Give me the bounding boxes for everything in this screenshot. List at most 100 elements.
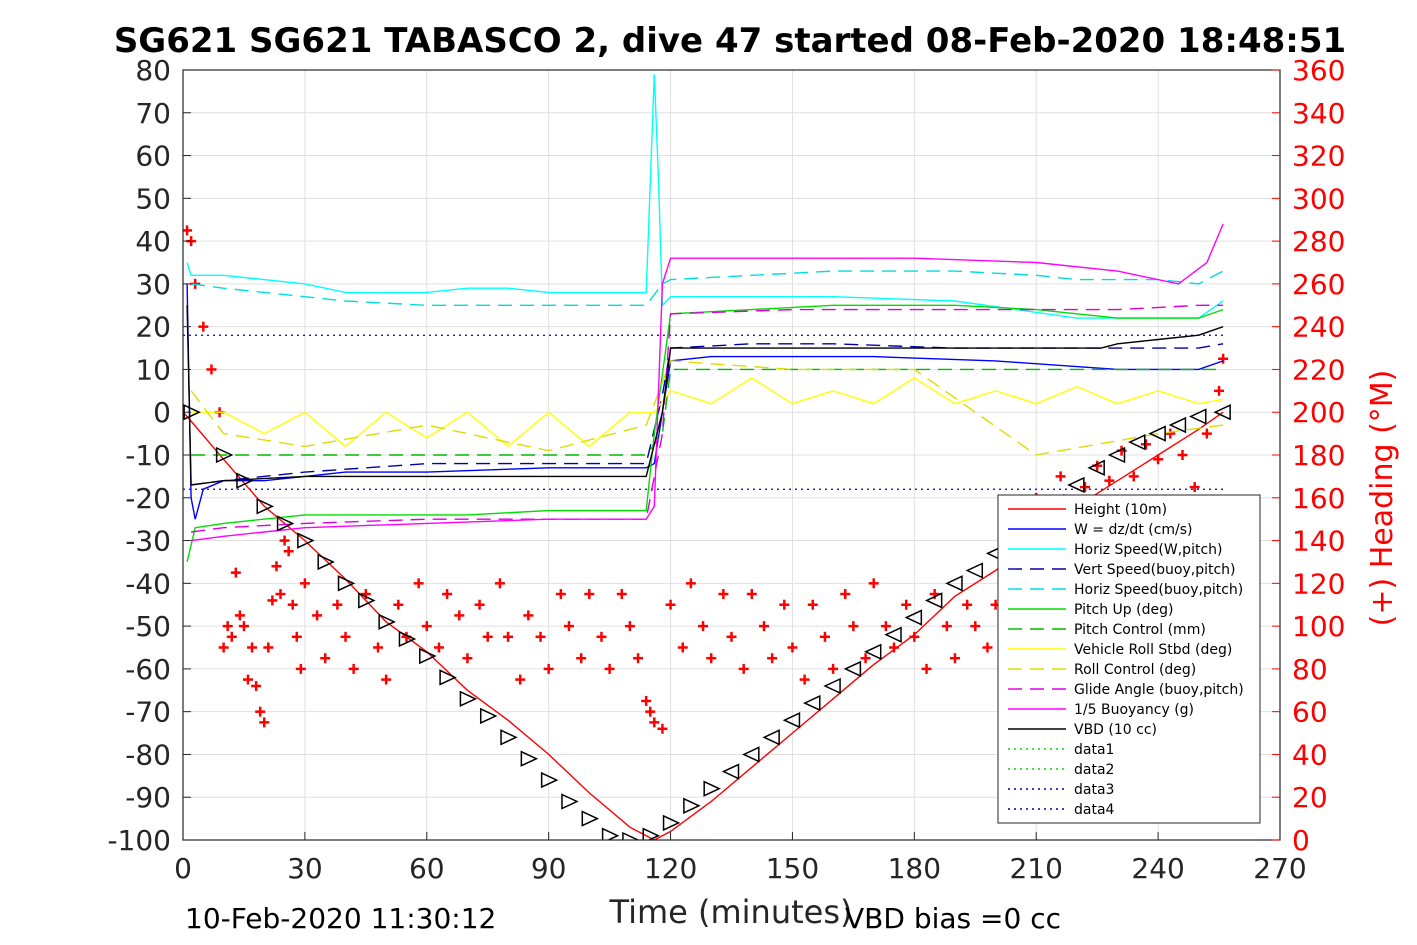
depth-marker	[802, 694, 821, 712]
heading-marker	[746, 589, 757, 600]
y-right-tick-label: 260	[1292, 268, 1345, 301]
heading-marker	[413, 578, 424, 589]
heading-marker	[604, 663, 615, 674]
y-right-tick-label: 200	[1292, 396, 1345, 429]
y-right-tick-label: 300	[1292, 182, 1345, 215]
legend-entry: VBD (10 cc)	[1074, 722, 1157, 738]
x-tick-label: 270	[1253, 852, 1306, 885]
heading-marker	[576, 653, 587, 664]
x-tick-label: 30	[287, 852, 323, 885]
depth-marker	[823, 677, 841, 695]
depth-marker	[601, 827, 620, 840]
legend-entry: data4	[1074, 802, 1115, 818]
legend-entry: Horiz Speed(buoy,pitch)	[1074, 582, 1243, 598]
depth-marker	[439, 669, 457, 686]
legend-entry: Pitch Up (deg)	[1074, 602, 1173, 618]
right-axis-label: (+) Heading (°M)	[1365, 370, 1400, 627]
y-tick-label: 10	[135, 353, 171, 386]
heading-marker	[1055, 471, 1066, 482]
heading-marker	[515, 674, 526, 685]
x-tick-label: 240	[1131, 852, 1184, 885]
heading-marker	[373, 642, 384, 653]
depth-marker	[742, 746, 760, 763]
heading-marker	[840, 589, 851, 600]
heading-marker	[787, 642, 798, 653]
legend-entry: W = dz/dt (cm/s)	[1074, 522, 1193, 538]
heading-marker	[381, 674, 392, 685]
heading-marker	[454, 610, 465, 621]
heading-marker	[649, 717, 660, 728]
heading-marker	[868, 578, 879, 589]
depth-marker	[215, 446, 234, 464]
depth-marker	[762, 729, 780, 746]
y-right-tick-label: 220	[1292, 353, 1345, 386]
y-right-tick-label: 240	[1292, 311, 1345, 344]
depth-marker	[276, 515, 295, 532]
series-1-5-buoyancy-g-	[191, 223, 1224, 542]
depth-marker	[782, 712, 801, 729]
footer-vbd-bias: VBD bias =0 cc	[845, 902, 1061, 935]
depth-marker	[378, 613, 396, 631]
series-vbd-10-cc-	[186, 305, 1224, 486]
y-tick-label: -20	[125, 482, 171, 515]
heading-marker	[698, 621, 709, 632]
depth-marker	[1067, 476, 1085, 494]
heading-marker	[295, 663, 306, 674]
y-tick-label: -70	[125, 696, 171, 729]
depth-marker	[317, 553, 335, 571]
heading-marker	[238, 621, 249, 632]
heading-marker	[1201, 428, 1212, 439]
heading-marker	[299, 578, 310, 589]
heading-marker	[901, 599, 912, 610]
depth-marker	[500, 729, 518, 746]
heading-marker	[462, 653, 473, 664]
heading-marker	[183, 225, 193, 236]
x-tick-label: 150	[766, 852, 819, 885]
heading-marker	[807, 599, 818, 610]
y-tick-label: -100	[107, 824, 171, 857]
heading-marker	[982, 642, 993, 653]
plot-series	[183, 74, 1231, 840]
depth-marker	[256, 498, 275, 515]
x-tick-label: 0	[174, 852, 192, 885]
series-horiz-speed-buoy-pitch-	[191, 270, 1224, 306]
legend-entry: data2	[1074, 762, 1114, 778]
heading-marker	[880, 621, 891, 632]
heading-marker	[596, 631, 607, 642]
heading-marker	[393, 599, 404, 610]
y-tick-label: -50	[125, 610, 171, 643]
x-tick-label: 210	[1009, 852, 1062, 885]
heading-marker	[641, 695, 652, 706]
y-tick-label: 60	[135, 140, 171, 173]
heading-marker	[1189, 482, 1200, 493]
depth-marker	[297, 532, 315, 549]
heading-marker	[247, 642, 258, 653]
depth-marker	[642, 827, 661, 840]
legend-entry: Vehicle Roll Stbd (deg)	[1074, 642, 1232, 658]
depth-marker	[1107, 446, 1126, 464]
legend-entry: Glide Angle (buoy,pitch)	[1074, 682, 1244, 698]
heading-marker	[738, 663, 749, 674]
heading-marker	[657, 723, 668, 734]
y-tick-label: 20	[135, 311, 171, 344]
depth-marker	[581, 810, 600, 827]
heading-marker	[442, 589, 453, 600]
heading-marker	[949, 653, 960, 664]
heading-marker	[685, 578, 696, 589]
heading-marker	[291, 631, 302, 642]
heading-marker	[665, 599, 676, 610]
depth-marker	[1168, 416, 1187, 434]
depth-marker	[540, 771, 559, 789]
heading-marker	[1218, 353, 1229, 364]
heading-marker	[234, 610, 245, 621]
heading-marker	[243, 674, 254, 685]
depth-marker	[683, 797, 701, 814]
y-tick-label: 70	[135, 97, 171, 130]
heading-marker	[226, 631, 237, 642]
heading-marker	[860, 653, 871, 664]
heading-marker	[1165, 428, 1176, 439]
depth-marker	[721, 763, 740, 780]
heading-marker	[535, 631, 546, 642]
depth-marker	[622, 831, 640, 840]
footer-timestamp: 10-Feb-2020 11:30:12	[185, 902, 496, 935]
